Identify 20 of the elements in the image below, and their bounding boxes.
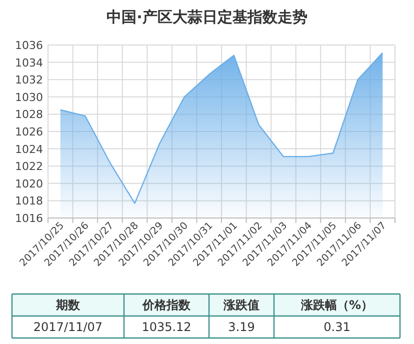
text: 涨跌值: [222, 298, 260, 312]
y-tick-label: 1034: [15, 56, 43, 70]
chart-title: 中国·产区大蒜日定基指数走势: [106, 8, 308, 26]
y-tick-label: 1036: [15, 39, 43, 52]
text: 3.19: [228, 320, 255, 334]
y-tick-label: 1016: [15, 212, 43, 225]
y-tick-label: 1026: [15, 126, 43, 138]
y-tick-label: 1032: [15, 74, 43, 87]
y-tick-label: 1022: [15, 160, 43, 174]
text: 2017/11/07: [33, 320, 103, 334]
text: 0.31: [324, 320, 350, 334]
text: 价格指数: [142, 298, 192, 312]
y-tick-label: 1018: [15, 194, 43, 208]
text: 期数: [55, 298, 81, 312]
y-tick-label: 1020: [15, 177, 43, 190]
y-tick-label: 1024: [15, 142, 43, 156]
text: 1035.12: [142, 320, 192, 334]
y-tick-label: 1028: [15, 108, 43, 122]
text: 涨跌幅（%）: [300, 298, 374, 312]
y-tick-label: 1030: [15, 90, 43, 104]
